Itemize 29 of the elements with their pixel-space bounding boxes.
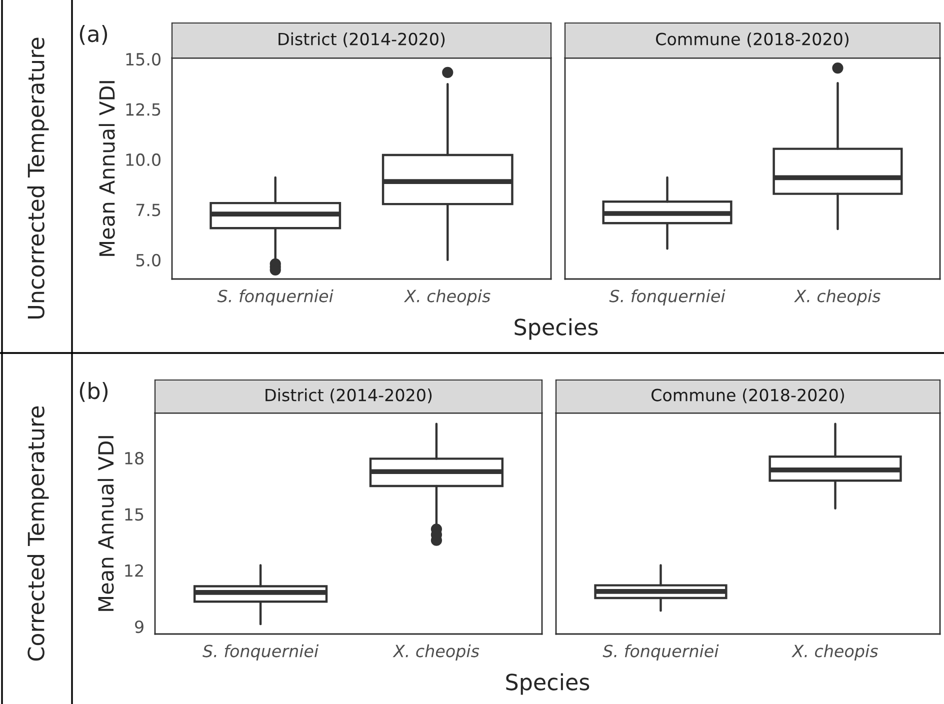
- y-tick-label: 7.5: [136, 204, 160, 216]
- y-tick-label: 12: [125, 564, 143, 577]
- x-tick-label: X. cheopis: [794, 289, 880, 306]
- chart-title: District (2014-2020): [278, 32, 445, 48]
- x-tick-label: X. cheopis: [392, 644, 480, 661]
- y-tick-label: 12.5: [126, 103, 160, 116]
- text: (a): [80, 25, 108, 45]
- x-tick-label: S. fonquerniei: [202, 644, 319, 661]
- chart-title: Commune (2018-2020): [656, 32, 848, 48]
- y-tick-label: 9: [135, 620, 144, 634]
- x-tick-label: X. cheopis: [792, 644, 878, 661]
- x-axis-title: Species: [514, 318, 598, 340]
- y-tick-label: 10.0: [126, 153, 160, 166]
- x-axis-title: Species: [506, 673, 590, 695]
- y-axis-title: Mean Annual VDI: [98, 81, 115, 256]
- chart-title: Commune (2018-2020): [652, 388, 844, 404]
- x-tick-label: X. cheopis: [404, 289, 490, 306]
- text: (b): [80, 382, 108, 402]
- text: Corrected Temperature: [27, 406, 49, 661]
- y-axis-title: Mean Annual VDI: [98, 436, 114, 611]
- x-tick-label: S. fonquerniei: [217, 289, 334, 306]
- text: Uncorrected Temperature: [27, 38, 49, 318]
- y-tick-label: 15: [125, 508, 144, 521]
- x-tick-label: S. fonquerniei: [602, 644, 719, 661]
- y-tick-label: 15.0: [126, 52, 160, 66]
- y-tick-label: 5.0: [136, 254, 160, 266]
- y-tick-label: 18: [125, 452, 144, 465]
- chart-title: District (2014-2020): [266, 388, 432, 404]
- x-tick-label: S. fonquerniei: [609, 289, 726, 306]
